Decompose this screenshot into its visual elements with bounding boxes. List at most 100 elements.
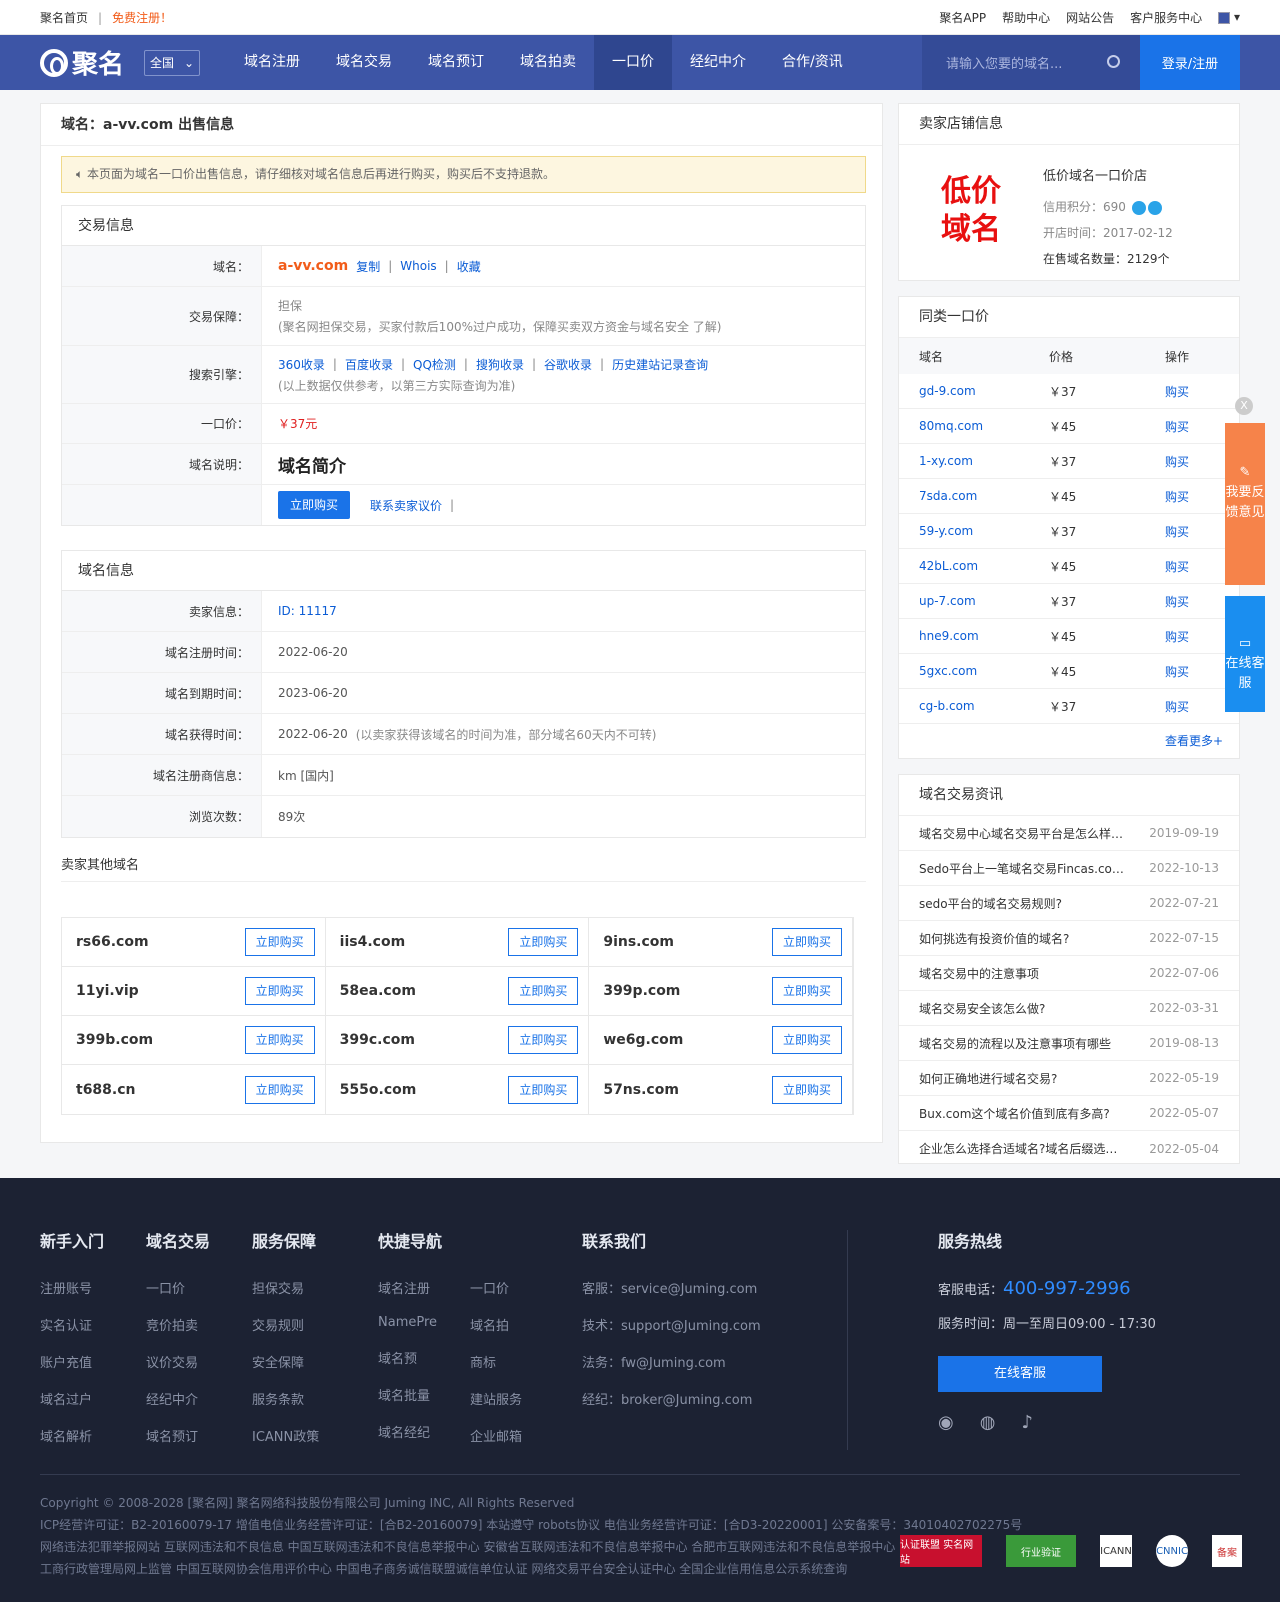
footer-online-service-button[interactable]: 在线客服 <box>938 1356 1102 1392</box>
recommend-buy-button[interactable]: 立即购买 <box>508 1026 579 1054</box>
cert-badge[interactable]: 行业验证 <box>1006 1535 1076 1567</box>
view-more-link[interactable]: 查看更多+ <box>1164 734 1223 748</box>
news-card: 域名交易资讯 域名交易中心域名交易平台是怎么样的呢，有哪些注意事项2019-09… <box>898 774 1240 1164</box>
link-sogou[interactable]: 搜狗收录 <box>475 357 524 372</box>
logo[interactable]: 聚名 <box>40 44 130 81</box>
news-item[interactable]: 如何挑选有投资价值的域名? 2022-07-15 <box>899 921 1239 956</box>
link-baidu[interactable]: 百度收录 <box>344 357 393 372</box>
recommend-buy-button[interactable]: 立即购买 <box>244 928 315 956</box>
recommend-buy-button[interactable]: 立即购买 <box>244 977 315 1005</box>
footer-col: 服务保障 担保交易 交易规则 安全保障 服务条款 ICANN政策 <box>252 1232 320 1445</box>
seller-id-link[interactable]: ID: 11117 <box>278 604 337 618</box>
nav-item-news[interactable]: 合作/资讯 <box>782 54 843 70</box>
row-label: 域名到期时间： <box>62 673 262 713</box>
recommend-domain[interactable]: rs66.com <box>76 934 149 950</box>
news-item[interactable]: Bux.com这个域名价值到底有多高? 2022-05-07 <box>899 1096 1239 1131</box>
recommend-buy-button[interactable]: 立即购买 <box>508 928 579 956</box>
service-link[interactable]: 客户服务中心 <box>1130 10 1203 25</box>
recommend-domain[interactable]: 11yi.vip <box>76 983 139 999</box>
recommend-domain[interactable]: 555o.com <box>339 1081 417 1098</box>
close-icon[interactable]: X <box>1235 397 1253 415</box>
info-row: 域名注册时间： 2022-06-20 <box>62 632 865 673</box>
recommend-item: t688.cn 立即购买 <box>62 1065 326 1114</box>
tiktok-icon[interactable]: ♪ <box>1021 1412 1033 1433</box>
recommend-domain[interactable]: t688.cn <box>76 1081 136 1098</box>
recommend-domain[interactable]: 57ns.com <box>603 1081 679 1098</box>
recommend-grid: rs66.com 立即购买 iis4.com 立即购买 9ins.com 立即购买 1… <box>61 917 854 1115</box>
recommend-buy-button[interactable]: 立即购买 <box>508 1075 579 1104</box>
recommend-domain[interactable]: 9ins.com <box>603 934 674 950</box>
contact-seller-link[interactable]: 联系卖家议价 <box>370 498 443 513</box>
news-item[interactable]: 域名交易中心域名交易平台是怎么样的呢，有哪些注意事项2019-09-19 <box>899 816 1239 851</box>
notice-link[interactable]: 网站公告 <box>1066 10 1115 25</box>
icann-badge[interactable]: ICANN <box>1100 1535 1132 1567</box>
trade-section: 交易信息 域名： a-vv.com 复制 | Whois | 收藏 交易保障： 担保… <box>61 205 866 526</box>
recommend-buy-button[interactable]: 立即购买 <box>244 1075 315 1104</box>
recommend-item: 58ea.com 立即购买 <box>325 967 590 1016</box>
news-head: 域名交易资讯 <box>899 775 1239 816</box>
recommend-item: rs66.com 立即购买 <box>62 918 326 967</box>
recommend-buy-button[interactable]: 立即购买 <box>771 1026 842 1054</box>
register-link[interactable]: 免费注册！ <box>112 10 173 25</box>
home-link[interactable]: 聚名首页 <box>40 10 89 25</box>
top-bar-left: 聚名首页 | 免费注册！ <box>40 9 172 26</box>
news-item[interactable]: sedo平台的域名交易规则? 2022-07-21 <box>899 886 1239 921</box>
beian-badge[interactable]: 备案 <box>1212 1535 1242 1567</box>
shop-logo[interactable]: 低价 域名 <box>941 174 1001 247</box>
search-icon[interactable] <box>1107 55 1120 68</box>
news-item[interactable]: 域名交易安全该怎么做? 2022-03-31 <box>899 991 1239 1026</box>
nav-item-register[interactable]: 域名注册 <box>244 54 300 70</box>
copy-link[interactable]: 复制 <box>356 259 381 274</box>
favorite-link[interactable]: 收藏 <box>456 259 481 274</box>
news-item[interactable]: 域名交易的流程以及注意事项有哪些 2019-08-13 <box>899 1026 1239 1061</box>
news-item[interactable]: 域名交易中的注意事项 2022-07-06 <box>899 956 1239 991</box>
login-button[interactable]: 登录/注册 <box>1140 35 1240 90</box>
logo-text: 聚名 <box>72 50 125 80</box>
shop-name[interactable]: 低价域名一口价店 <box>1043 169 1148 184</box>
recommend-item: 57ns.com 立即购买 <box>589 1065 853 1114</box>
table-row: hne9.com ￥45 购买 <box>899 619 1239 654</box>
link-360[interactable]: 360收录 <box>278 357 325 372</box>
language-selector[interactable]: ▾ <box>1218 10 1240 24</box>
recommend-buy-button[interactable]: 立即购买 <box>771 928 842 956</box>
news-item[interactable]: 企业怎么选择合适域名?域名后缀选择有什么讲究2022-05-04 <box>919 1141 1219 1157</box>
app-link[interactable]: 聚名APP <box>939 10 987 25</box>
recommend-domain[interactable]: 399c.com <box>339 1032 416 1048</box>
news-item[interactable]: Sedo平台上一笔域名交易Fincas.com以52.6万美元成交2022-10… <box>899 851 1239 886</box>
weibo-icon[interactable]: ◉ <box>938 1412 954 1433</box>
recommend-buy-button[interactable]: 立即购买 <box>244 1026 315 1054</box>
footer-hotline: 服务热线 客服电话：400-997-2996 服务时间：周一至周日09:00 -… <box>938 1232 1156 1433</box>
nav-item-reserve[interactable]: 域名预订 <box>428 54 484 70</box>
help-link[interactable]: 帮助中心 <box>1002 10 1051 25</box>
buy-now-button[interactable]: 立即购买 <box>278 491 350 519</box>
recommend-buy-button[interactable]: 立即购买 <box>508 977 579 1005</box>
nav-item-auction[interactable]: 域名拍卖 <box>520 54 576 70</box>
recommend-domain[interactable]: iis4.com <box>339 934 406 950</box>
link-qq[interactable]: QQ检测 <box>413 357 456 372</box>
recommend-domain[interactable]: 399p.com <box>603 983 681 999</box>
table-row: gd-9.com ￥37 购买 <box>899 374 1239 409</box>
city-selector[interactable]: 全国 ⌄ <box>144 49 200 76</box>
search-input[interactable]: 请输入您要的域名... <box>922 35 1140 90</box>
cert-badge[interactable]: 认证联盟 实名网站 <box>900 1535 982 1567</box>
news-item[interactable]: 如何正确地进行域名交易? 2022-05-19 <box>899 1061 1239 1096</box>
nav-item-fixed-price[interactable]: 一口价 <box>594 35 672 90</box>
nav-item-trade[interactable]: 域名交易 <box>336 54 392 70</box>
notice-text: 本页面为域名一口价出售信息，请仔细核对域名信息后再进行购买，购买后不支持退款。 <box>87 167 556 181</box>
recommend-domain[interactable]: 399b.com <box>76 1032 154 1048</box>
row-label: 一口价： <box>62 404 262 443</box>
hotline-number: 400-997-2996 <box>1003 1278 1131 1299</box>
link-history[interactable]: 历史建站记录查询 <box>612 357 709 372</box>
link-google[interactable]: 谷歌收录 <box>544 357 593 372</box>
cnnic-badge[interactable]: CNNIC <box>1156 1535 1188 1567</box>
wechat-icon[interactable]: ◍ <box>979 1412 996 1433</box>
recommend-buy-button[interactable]: 立即购买 <box>771 1075 842 1104</box>
whois-link[interactable]: Whois <box>400 259 437 273</box>
nav-item-broker[interactable]: 经纪中介 <box>690 54 746 70</box>
recommend-domain[interactable]: we6g.com <box>603 1032 684 1048</box>
recommend-domain[interactable]: 58ea.com <box>339 983 416 999</box>
online-service-button[interactable]: ▭ 在线客服 <box>1225 596 1265 712</box>
feedback-button[interactable]: ✎ 我要反馈意见 <box>1225 423 1265 585</box>
chevron-down-icon: ▾ <box>1233 10 1240 24</box>
recommend-buy-button[interactable]: 立即购买 <box>771 977 842 1005</box>
